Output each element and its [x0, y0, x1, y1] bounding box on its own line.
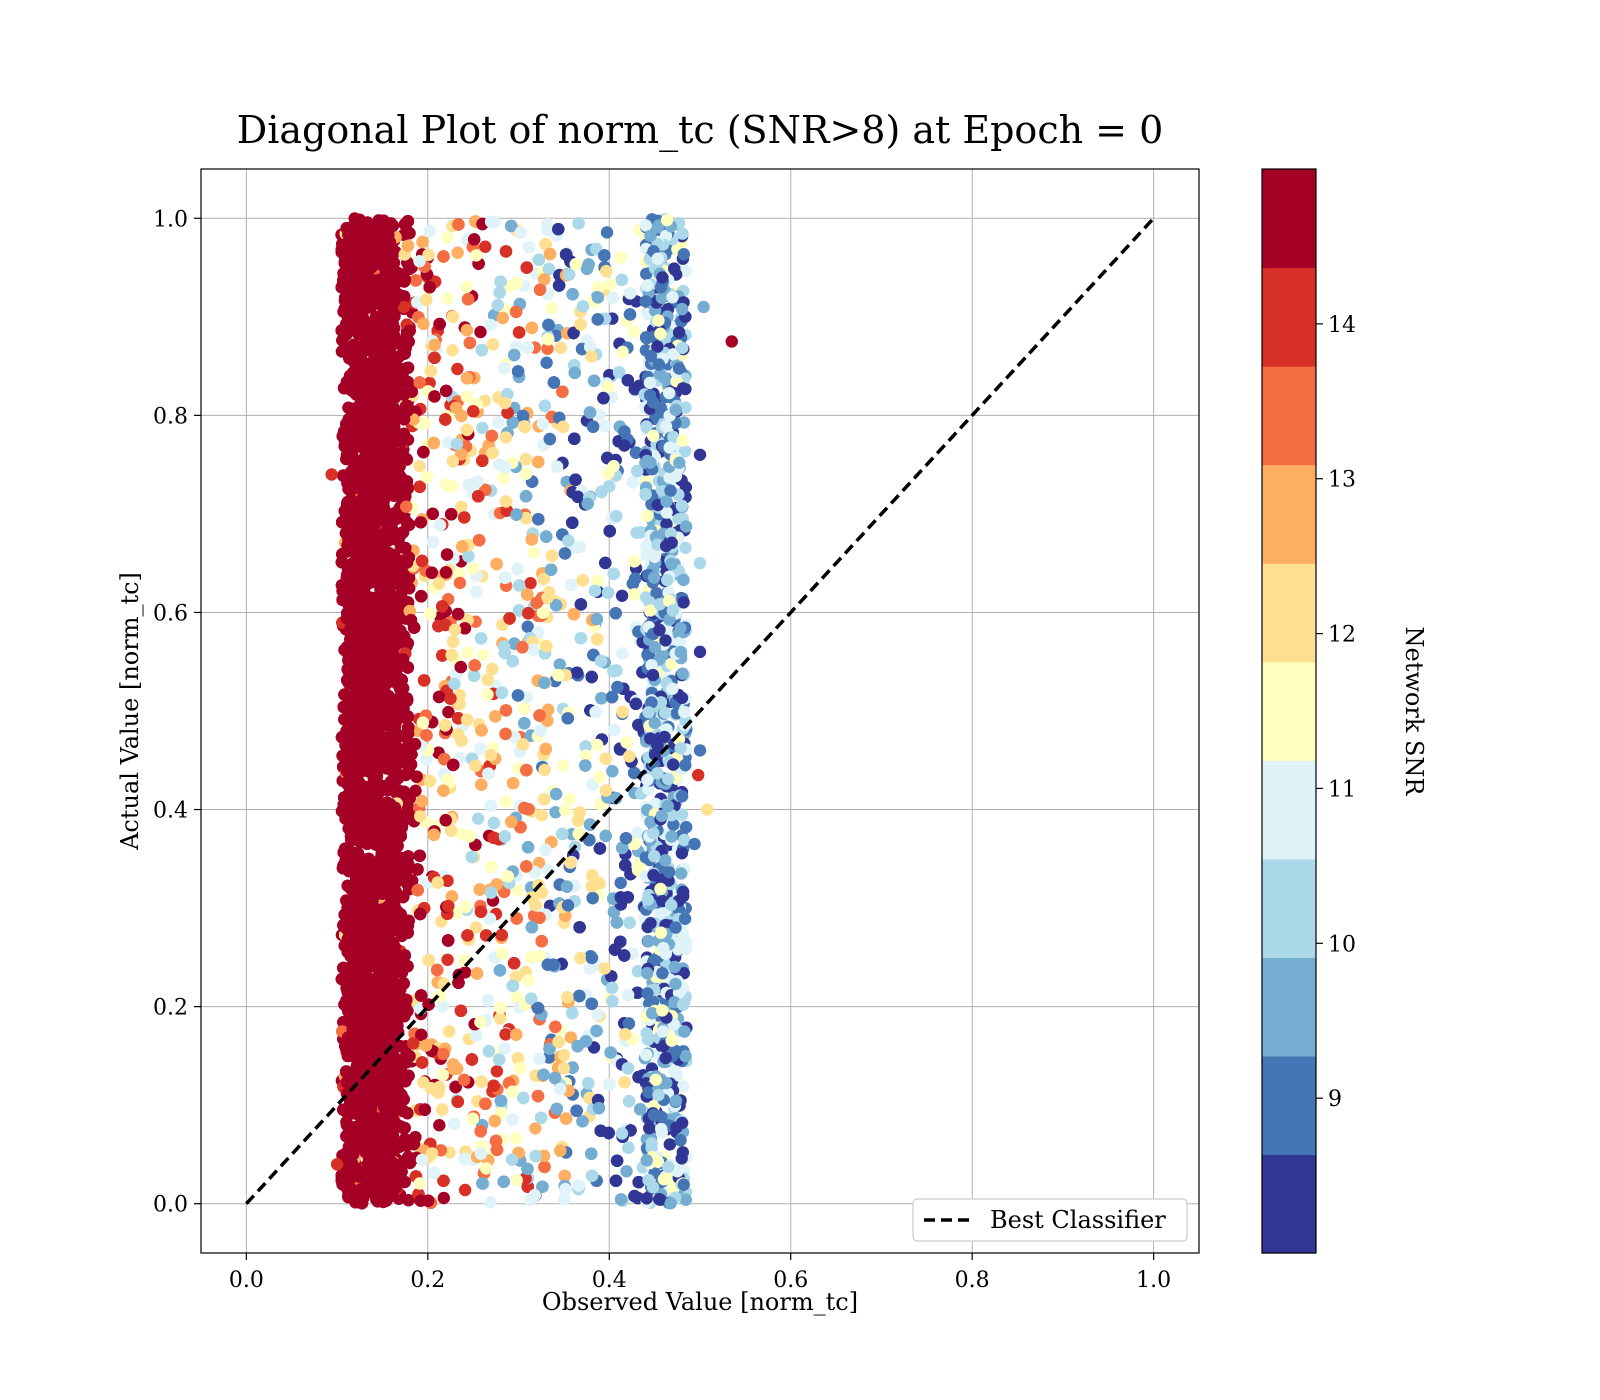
scatter-point	[513, 579, 526, 592]
scatter-point	[451, 362, 464, 376]
scatter-point	[521, 620, 534, 633]
scatter-point	[433, 1119, 446, 1132]
scatter-point	[490, 1065, 504, 1078]
scatter-point	[453, 567, 466, 580]
scatter-points	[325, 212, 738, 1210]
scatter-point	[606, 765, 619, 778]
scatter-point	[453, 576, 467, 590]
scatter-point	[441, 292, 454, 305]
scatter-point	[474, 325, 487, 339]
scatter-point	[423, 224, 436, 238]
scatter-point	[437, 1191, 450, 1205]
scatter-point	[614, 876, 627, 890]
scatter-point	[631, 965, 644, 978]
scatter-point	[499, 795, 513, 808]
scatter-point	[446, 344, 459, 357]
scatter-point	[541, 342, 554, 355]
scatter-point	[600, 226, 614, 239]
scatter-point	[472, 812, 485, 825]
scatter-point	[549, 806, 562, 819]
scatter-point	[527, 546, 540, 559]
scatter-point	[591, 1008, 604, 1021]
scatter-point	[529, 1122, 542, 1135]
scatter-point	[535, 809, 548, 822]
chart-title: Diagonal Plot of norm_tc (SNR>8) at Epoc…	[237, 108, 1164, 153]
scatter-point	[484, 1196, 497, 1209]
scatter-point	[524, 577, 537, 590]
scatter-point	[451, 246, 464, 259]
scatter-point	[564, 1031, 577, 1044]
scatter-point	[413, 460, 426, 473]
scatter-point	[510, 991, 524, 1004]
scatter-point	[458, 1183, 472, 1197]
scatter-point	[512, 884, 525, 897]
scatter-point	[540, 356, 553, 369]
scatter-point	[441, 953, 454, 966]
scatter-point	[479, 240, 492, 253]
scatter-point	[476, 421, 489, 435]
scatter-point	[469, 921, 483, 934]
scatter-point	[620, 1165, 633, 1178]
scatter-point	[616, 647, 629, 660]
scatter-point	[615, 589, 629, 602]
scatter-point	[593, 408, 606, 421]
scatter-point	[477, 649, 490, 662]
scatter-point	[553, 658, 566, 671]
scatter-point	[442, 705, 455, 719]
scatter-point	[426, 535, 440, 549]
scatter-point	[440, 231, 454, 244]
